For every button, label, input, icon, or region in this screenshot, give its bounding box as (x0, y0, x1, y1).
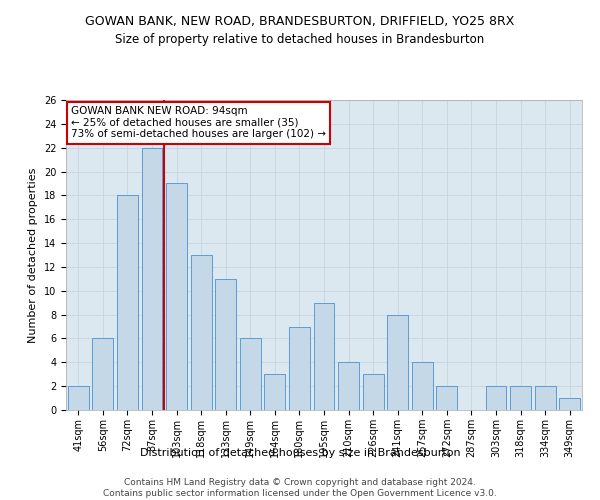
Bar (314, 302, 334, 410)
Bar (191, 255, 212, 410)
Bar (362, 374, 383, 410)
Text: Contains HM Land Registry data © Crown copyright and database right 2024.
Contai: Contains HM Land Registry data © Crown c… (103, 478, 497, 498)
Bar (265, 374, 286, 410)
Bar (240, 338, 261, 410)
Text: GOWAN BANK, NEW ROAD, BRANDESBURTON, DRIFFIELD, YO25 8RX: GOWAN BANK, NEW ROAD, BRANDESBURTON, DRI… (85, 15, 515, 28)
Bar (559, 398, 580, 410)
Bar (387, 314, 408, 410)
Bar (215, 279, 236, 410)
Bar (412, 362, 433, 410)
Text: GOWAN BANK NEW ROAD: 94sqm
← 25% of detached houses are smaller (35)
73% of semi: GOWAN BANK NEW ROAD: 94sqm ← 25% of deta… (71, 106, 326, 140)
Text: Distribution of detached houses by size in Brandesburton: Distribution of detached houses by size … (140, 448, 460, 458)
Bar (485, 386, 506, 410)
Bar (117, 196, 138, 410)
Y-axis label: Number of detached properties: Number of detached properties (28, 168, 38, 342)
Bar (338, 362, 359, 410)
Text: Size of property relative to detached houses in Brandesburton: Size of property relative to detached ho… (115, 32, 485, 46)
Bar (142, 148, 163, 410)
Bar (535, 386, 556, 410)
Bar (166, 184, 187, 410)
Bar (289, 326, 310, 410)
Bar (510, 386, 531, 410)
Bar (68, 386, 89, 410)
Bar (92, 338, 113, 410)
Bar (436, 386, 457, 410)
